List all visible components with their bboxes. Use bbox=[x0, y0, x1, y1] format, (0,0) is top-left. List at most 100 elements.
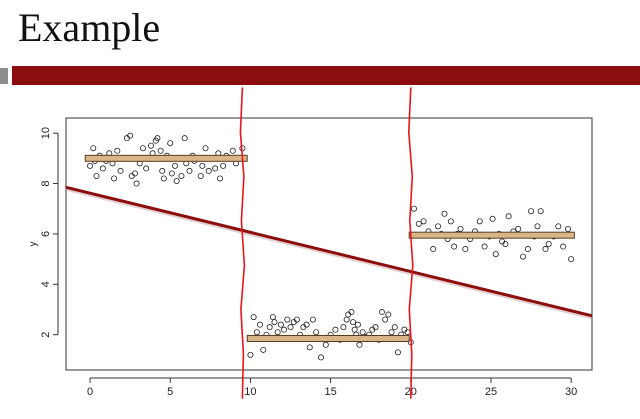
data-point bbox=[139, 145, 146, 152]
x-tick-label: 0 bbox=[87, 386, 93, 398]
data-point bbox=[560, 243, 567, 250]
data-point bbox=[489, 215, 496, 222]
data-point bbox=[545, 240, 552, 247]
data-point bbox=[157, 147, 164, 154]
data-point bbox=[492, 251, 499, 258]
data-point bbox=[441, 210, 448, 217]
x-tick-label: 5 bbox=[167, 386, 173, 398]
x-tick-label: 30 bbox=[565, 386, 577, 398]
data-point bbox=[250, 314, 257, 321]
data-points bbox=[87, 132, 575, 361]
data-point bbox=[457, 225, 464, 232]
data-point bbox=[391, 324, 398, 331]
data-point bbox=[435, 223, 442, 230]
y-tick-label: 10 bbox=[40, 127, 52, 139]
data-point bbox=[317, 354, 324, 361]
data-point bbox=[354, 321, 361, 328]
data-point bbox=[476, 218, 483, 225]
data-point bbox=[313, 329, 320, 336]
data-point bbox=[359, 329, 366, 336]
data-point bbox=[216, 175, 223, 182]
y-tick-label: 8 bbox=[40, 180, 52, 186]
data-point bbox=[303, 321, 310, 328]
data-point bbox=[220, 162, 227, 169]
data-point bbox=[274, 329, 281, 336]
data-point bbox=[90, 145, 97, 152]
segment-mean-line bbox=[84, 154, 248, 162]
data-point bbox=[271, 319, 278, 326]
data-point bbox=[515, 225, 522, 232]
data-point bbox=[332, 326, 339, 333]
data-point bbox=[127, 132, 134, 139]
data-point bbox=[266, 324, 273, 331]
data-point bbox=[385, 311, 392, 318]
data-point bbox=[281, 326, 288, 333]
slide-title: Example bbox=[18, 5, 161, 50]
data-point bbox=[348, 309, 355, 316]
data-point bbox=[117, 167, 124, 174]
data-point bbox=[257, 321, 264, 328]
data-point bbox=[542, 246, 549, 253]
data-point bbox=[277, 321, 284, 328]
title-bar-grey-accent bbox=[0, 68, 8, 84]
regression-line-shadow bbox=[65, 187, 593, 320]
data-point bbox=[502, 240, 509, 247]
data-point bbox=[284, 316, 291, 323]
data-point bbox=[167, 140, 174, 147]
data-point bbox=[520, 253, 527, 260]
data-point bbox=[99, 165, 106, 172]
y-tick-label: 4 bbox=[40, 281, 52, 287]
data-point bbox=[160, 175, 167, 182]
data-point bbox=[447, 218, 454, 225]
data-point bbox=[372, 324, 379, 331]
data-point bbox=[481, 243, 488, 250]
title-bar bbox=[12, 66, 640, 85]
data-point bbox=[260, 346, 267, 353]
data-point bbox=[212, 165, 219, 172]
data-point bbox=[555, 223, 562, 230]
data-point bbox=[410, 205, 417, 212]
data-point bbox=[143, 165, 150, 172]
data-point bbox=[462, 246, 469, 253]
annotation-mark bbox=[239, 87, 246, 399]
plot-frame bbox=[65, 117, 593, 371]
data-point bbox=[205, 167, 212, 174]
data-point bbox=[451, 243, 458, 250]
data-point bbox=[168, 170, 175, 177]
data-point bbox=[111, 175, 118, 182]
data-point bbox=[534, 223, 541, 230]
segment-mean-line bbox=[408, 231, 575, 239]
segment-mean-line bbox=[246, 335, 410, 342]
data-point bbox=[147, 142, 154, 149]
data-point bbox=[229, 147, 236, 154]
data-point bbox=[394, 349, 401, 356]
data-point bbox=[350, 319, 357, 326]
data-point bbox=[253, 329, 260, 336]
data-point bbox=[131, 170, 138, 177]
data-point bbox=[172, 162, 179, 169]
annotation-mark bbox=[407, 87, 414, 399]
data-point bbox=[181, 135, 188, 142]
x-tick-label: 15 bbox=[324, 386, 336, 398]
data-point bbox=[378, 309, 385, 316]
data-point bbox=[114, 147, 121, 154]
data-point bbox=[154, 135, 161, 142]
data-point bbox=[202, 145, 209, 152]
data-point bbox=[186, 167, 193, 174]
data-point bbox=[199, 162, 206, 169]
x-tick-label: 10 bbox=[244, 386, 256, 398]
data-point bbox=[87, 162, 94, 169]
fit-lines bbox=[65, 154, 593, 342]
data-point bbox=[505, 213, 512, 220]
data-point bbox=[306, 344, 313, 351]
hand-drawn-annotations bbox=[239, 87, 414, 399]
data-point bbox=[382, 316, 389, 323]
data-point bbox=[309, 316, 316, 323]
data-point bbox=[340, 324, 347, 331]
data-point bbox=[269, 314, 276, 321]
y-axis-label: y bbox=[28, 242, 39, 247]
y-tick-label: 6 bbox=[40, 231, 52, 237]
data-point bbox=[93, 172, 100, 179]
data-point bbox=[415, 220, 422, 227]
